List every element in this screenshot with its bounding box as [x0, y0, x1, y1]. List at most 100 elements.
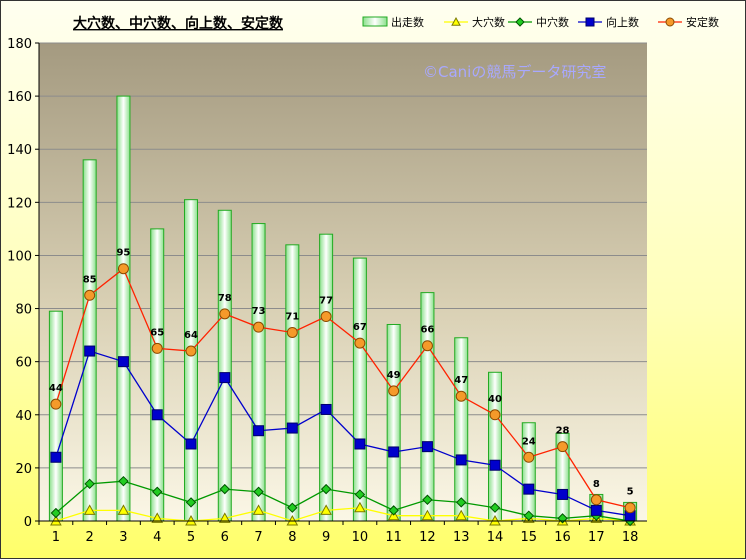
- legend-label: 大穴数: [472, 15, 505, 29]
- data-point: [557, 441, 569, 453]
- x-tick-label: 10: [352, 530, 369, 545]
- bar: [184, 199, 198, 522]
- bar: [285, 244, 300, 522]
- x-tick-label: 5: [187, 530, 195, 545]
- bar: [82, 159, 97, 522]
- legend-label: 安定数: [686, 15, 719, 29]
- plot-area: [39, 43, 647, 521]
- data-point: [320, 483, 332, 495]
- data-label: 78: [218, 293, 232, 304]
- data-point: [557, 488, 569, 500]
- bars: [48, 95, 638, 522]
- data-point: [388, 505, 399, 516]
- data-point: [455, 454, 467, 466]
- data-point: [456, 497, 467, 508]
- y-tick-label: 120: [7, 196, 32, 211]
- data-label: 85: [83, 274, 97, 285]
- data-point: [252, 504, 265, 515]
- x-tick-label: 7: [254, 530, 262, 545]
- data-label: 95: [116, 248, 130, 259]
- legend-marker: [451, 16, 461, 26]
- x-tick-label: 18: [622, 530, 639, 545]
- y-tick-label: 60: [15, 356, 32, 371]
- y-tick-label: 40: [15, 409, 32, 424]
- legend-swatch: [362, 16, 388, 27]
- data-label: 67: [353, 322, 367, 333]
- data-point: [523, 510, 534, 521]
- x-tick-label: 15: [521, 530, 538, 545]
- data-point: [50, 451, 62, 463]
- bar: [386, 323, 401, 522]
- bar: [319, 233, 334, 522]
- bar: [352, 257, 367, 522]
- data-label: 73: [252, 306, 266, 317]
- legend-marker: [665, 17, 675, 27]
- x-tick-label: 14: [487, 530, 504, 545]
- series-line: [55, 350, 631, 517]
- data-point: [218, 512, 231, 523]
- data-point: [286, 422, 298, 434]
- bar: [454, 337, 469, 522]
- data-point: [354, 501, 366, 513]
- data-point: [117, 504, 130, 515]
- data-point: [523, 451, 535, 463]
- data-label: 71: [285, 311, 299, 322]
- legend-label: 向上数: [606, 15, 639, 29]
- data-point: [489, 409, 501, 421]
- y-axis: 0 20 40 60 80 100 120 140 160 180: [7, 37, 39, 530]
- series-lines: [50, 263, 636, 527]
- data-label: 65: [150, 327, 164, 338]
- y-tick-label: 20: [15, 462, 32, 477]
- data-point: [354, 489, 366, 500]
- data-point: [421, 441, 433, 453]
- data-point: [489, 502, 501, 513]
- x-tick-label: 16: [554, 530, 571, 545]
- x-tick-label: 4: [153, 530, 161, 545]
- data-point: [151, 409, 163, 421]
- data-point: [253, 425, 265, 437]
- data-point: [422, 494, 433, 505]
- data-point: [354, 337, 366, 349]
- data-point: [219, 483, 230, 495]
- legend-marker: [515, 17, 525, 27]
- y-tick-label: 80: [15, 303, 32, 318]
- y-tick-label: 0: [24, 515, 32, 530]
- data-point: [590, 494, 602, 506]
- data-point: [185, 497, 197, 508]
- data-point: [421, 509, 434, 521]
- data-label: 44: [49, 383, 63, 394]
- x-tick-label: 8: [288, 530, 296, 545]
- data-point: [50, 507, 62, 519]
- data-point: [624, 502, 636, 514]
- watermark: ©Caniの競馬データ研究室: [423, 63, 606, 81]
- x-tick-label: 3: [119, 530, 127, 545]
- data-point: [523, 483, 535, 495]
- data-label: 40: [488, 394, 502, 405]
- data-point: [185, 345, 197, 357]
- x-tick-label: 13: [453, 530, 470, 545]
- chart-title: 大穴数、中穴数、向上数、安定数: [73, 15, 284, 32]
- data-point: [253, 321, 265, 333]
- data-label: 49: [387, 370, 401, 381]
- data-label: 5: [627, 487, 634, 498]
- data-point: [151, 512, 164, 523]
- data-point: [117, 356, 129, 368]
- data-point: [152, 486, 163, 497]
- data-label: 28: [556, 426, 570, 437]
- data-point: [219, 308, 231, 320]
- data-label: 77: [319, 296, 333, 307]
- legend-label: 出走数: [391, 15, 424, 29]
- data-point: [287, 502, 298, 513]
- x-tick-label: 9: [322, 530, 330, 545]
- data-point: [590, 504, 602, 516]
- data-label: 66: [420, 325, 434, 336]
- data-point: [489, 459, 501, 471]
- legend: 出走数 大穴数 中穴数 向上数 安定数: [362, 15, 719, 29]
- y-tick-label: 100: [7, 249, 32, 264]
- data-point: [320, 311, 332, 323]
- data-point: [118, 475, 129, 487]
- data-point: [84, 478, 95, 490]
- y-tick-label: 140: [7, 143, 32, 158]
